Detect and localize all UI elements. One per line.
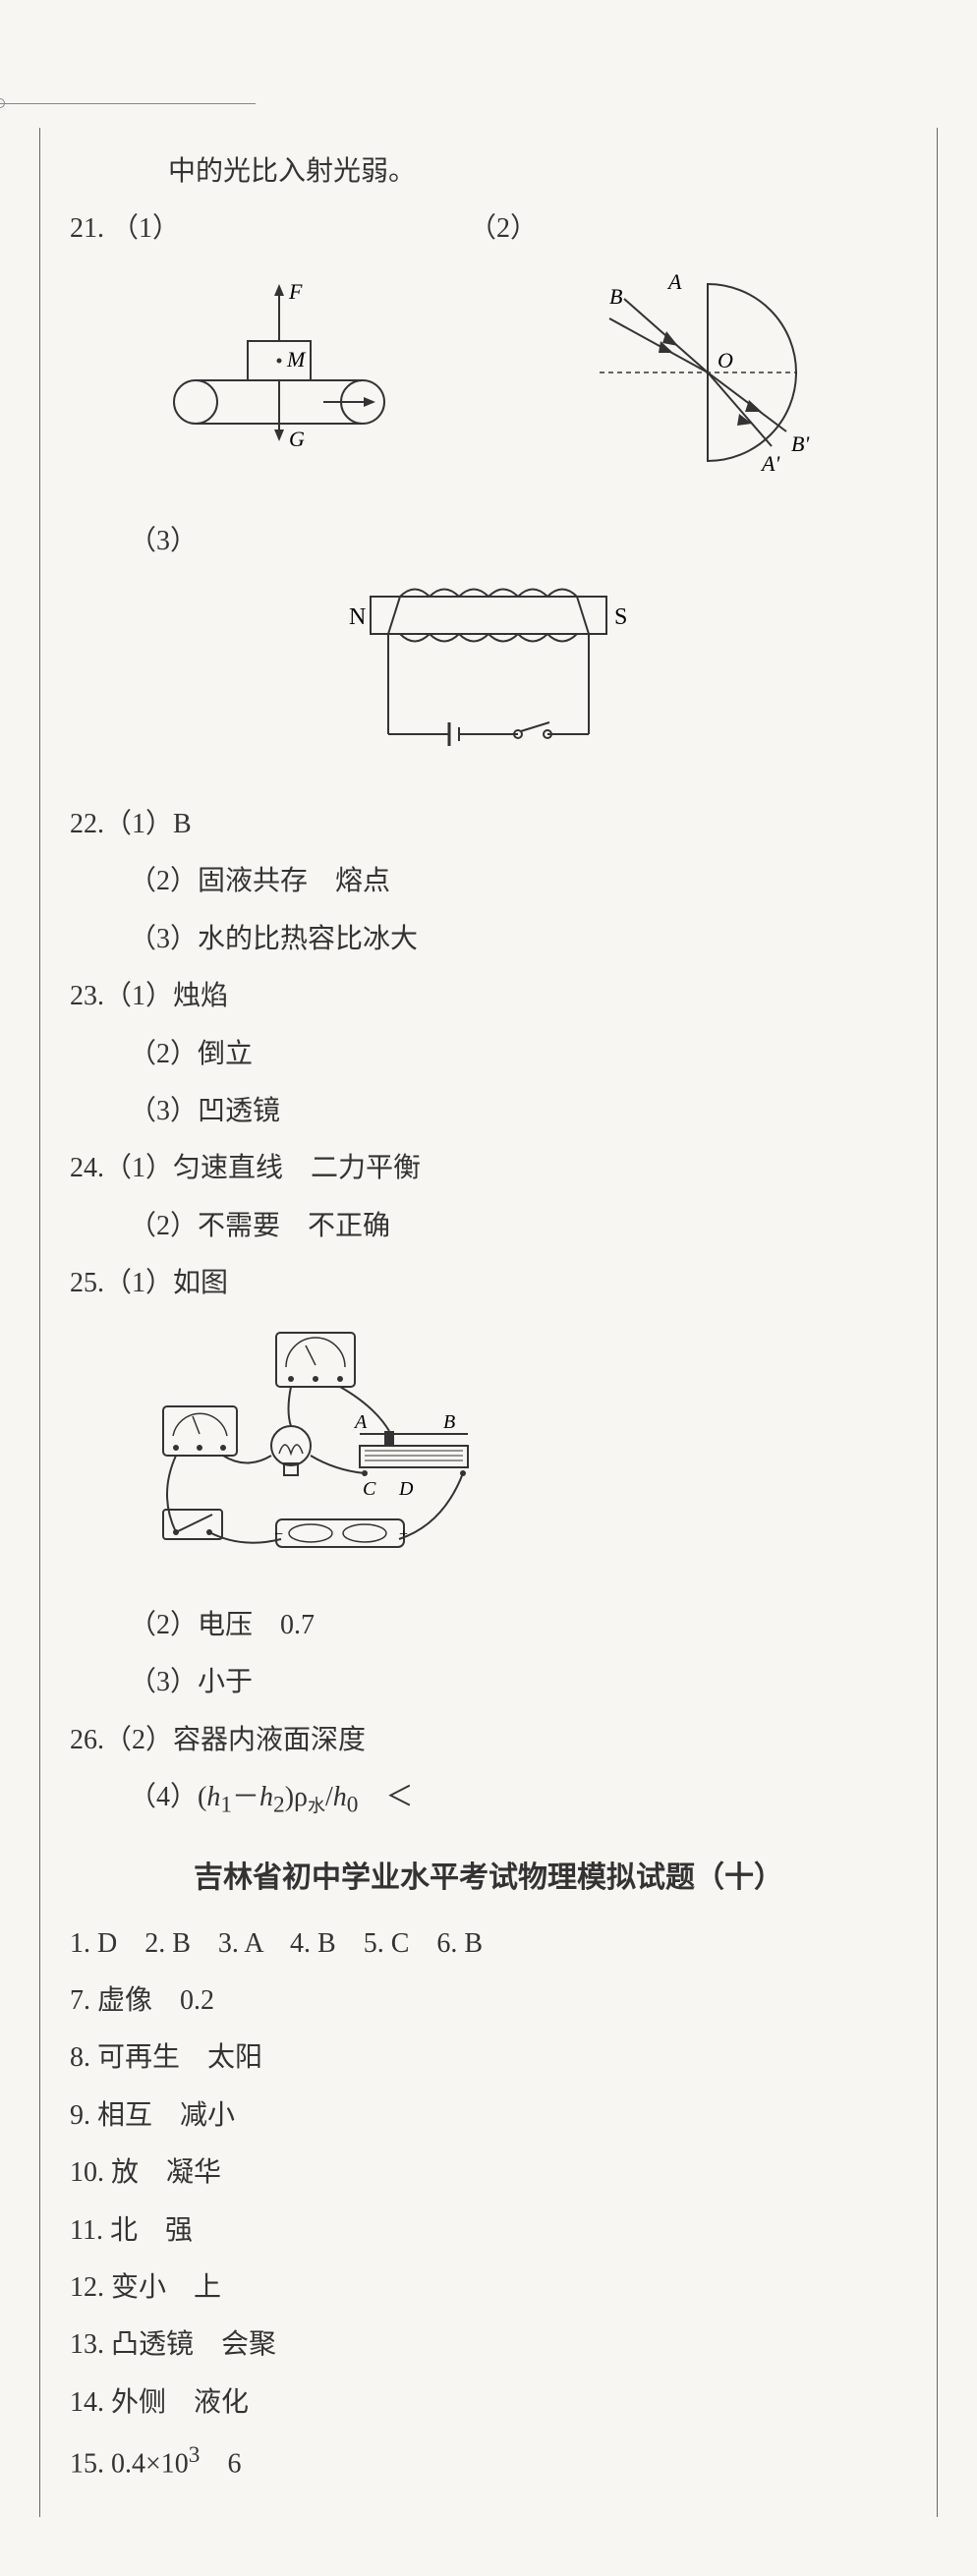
- q23-a2: （2）倒立: [70, 1030, 907, 1079]
- q21-fig3-svg: N S: [321, 577, 656, 773]
- q23-num: 23.: [70, 981, 104, 1011]
- fig1-F-label: F: [288, 279, 303, 304]
- q25fig-A: A: [353, 1411, 368, 1433]
- q21-line: 21. （1） （2）: [70, 204, 907, 254]
- q24-num: 24.: [70, 1153, 104, 1183]
- ans-q9: 9. 相互 减小: [70, 2091, 907, 2141]
- q26-a4: （4）(h1－h2)ρ水/h0 ＜: [70, 1773, 907, 1827]
- page-header-rule: [0, 103, 256, 104]
- q26-num: 26.: [70, 1725, 104, 1755]
- q22-num: 22.: [70, 809, 104, 839]
- q25-fig-wrap: A B C D − +: [129, 1318, 907, 1590]
- q25-a1: 25.（1）如图: [70, 1259, 907, 1308]
- q21-num: 21.: [70, 213, 104, 244]
- q25fig-D: D: [398, 1478, 414, 1500]
- q22-a2: （2）固液共存 熔点: [70, 857, 907, 906]
- q25-a3: （3）小于: [70, 1658, 907, 1707]
- q24-a1: 24.（1）匀速直线 二力平衡: [70, 1144, 907, 1193]
- q24-a2: （2）不需要 不正确: [70, 1202, 907, 1251]
- ans-q10: 10. 放 凝华: [70, 2148, 907, 2198]
- q21-fig1-cell: M F G: [70, 264, 488, 507]
- content-area: 中的光比入射光弱。 21. （1） （2） M: [39, 128, 938, 2517]
- fig1-G-label: G: [289, 427, 305, 451]
- fig2-O-label: O: [718, 348, 733, 372]
- fig1-M-label: M: [286, 347, 307, 372]
- fig2-Ap-label: A': [760, 451, 779, 476]
- q25fig-C: C: [363, 1478, 376, 1500]
- ans-q14: 14. 外侧 液化: [70, 2378, 907, 2428]
- q21-fig2-cell: A B O A' B': [488, 264, 907, 507]
- q23-a1: 23.（1）烛焰: [70, 972, 907, 1021]
- ans-q8: 8. 可再生 太阳: [70, 2033, 907, 2083]
- q21-fig3-wrap: N S: [70, 577, 907, 790]
- fig3-S-label: S: [614, 604, 627, 630]
- q21-part3: （3）: [70, 517, 907, 566]
- q21-figure-row: M F G: [70, 264, 907, 507]
- q25fig-B: B: [443, 1411, 455, 1433]
- ans-row1: 1. D 2. B 3. A 4. B 5. C 6. B: [70, 1919, 907, 1969]
- section-title: 吉林省初中学业水平考试物理模拟试题（十）: [70, 1852, 907, 1905]
- ans-q7: 7. 虚像 0.2: [70, 1976, 907, 2026]
- ans-q12: 12. 变小 上: [70, 2263, 907, 2313]
- q21-part2: （2）: [469, 213, 538, 244]
- q21-part1: （1）: [111, 213, 180, 244]
- q25-a2: （2）电压 0.7: [70, 1601, 907, 1650]
- q21-fig2-svg: A B O A' B': [570, 264, 826, 490]
- q25fig-plus: +: [399, 1526, 408, 1543]
- q25-num: 25.: [70, 1268, 104, 1298]
- q22-a3: （3）水的比热容比冰大: [70, 915, 907, 964]
- q22-a1: 22.（1）B: [70, 800, 907, 849]
- q26-a2: 26.（2）容器内液面深度: [70, 1716, 907, 1765]
- ans-q11: 11. 北 强: [70, 2206, 907, 2256]
- page: 中的光比入射光弱。 21. （1） （2） M: [0, 0, 977, 2576]
- ans-q13: 13. 凸透镜 会聚: [70, 2320, 907, 2370]
- q23-a3: （3）凹透镜: [70, 1087, 907, 1136]
- header-text: 中的光比入射光弱。: [70, 147, 907, 197]
- fig2-B-label: B: [609, 284, 622, 309]
- q21-fig1-svg: M F G: [142, 264, 417, 471]
- q25-fig-svg: A B C D − +: [129, 1318, 502, 1574]
- fig2-A-label: A: [666, 269, 682, 294]
- fig3-N-label: N: [349, 604, 366, 630]
- fig2-Bp-label: B': [791, 431, 809, 456]
- ans-q15: 15. 0.4×103 6: [70, 2435, 907, 2490]
